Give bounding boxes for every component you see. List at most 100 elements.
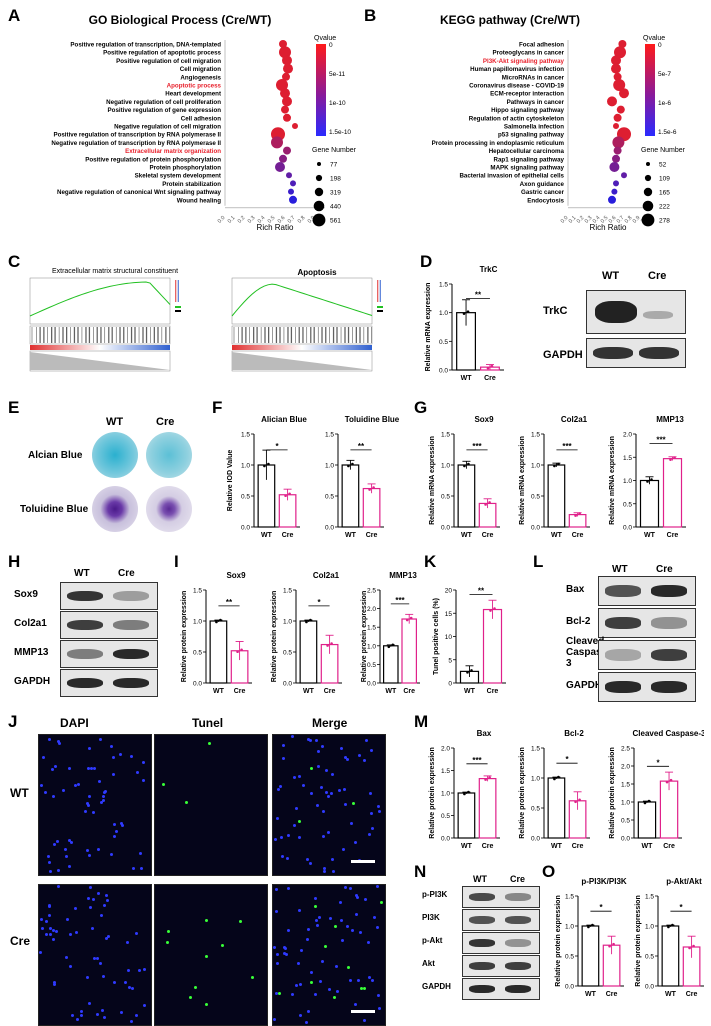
dapi-nucleus [47,737,51,741]
term-label: Wound healing [177,197,221,204]
dapi-nucleus [362,759,366,763]
term-label: Positive regulation of cell migration [116,58,221,65]
blot-d-wt: WT [602,270,620,282]
dapi-nucleus [298,835,302,839]
dapi-nucleus [97,892,101,896]
y-axis-label: Relative mRNA expression [429,436,436,525]
data-point [368,488,371,491]
tunel-positive-cell [352,801,356,805]
dapi-nucleus [87,794,91,798]
dapi-nucleus [48,932,52,936]
term-label: Protein processing in endoplasmic reticu… [432,140,565,147]
blot-row-label: MMP13 [14,647,49,658]
tunel-positive-cell [208,742,212,746]
dapi-nucleus [274,991,278,995]
protein-bcl2-chart: Bcl-2 Relative protein expression 0.0 0.5 1.… [519,729,590,850]
gene-number-label: 109 [659,176,670,183]
mrna-col2a1-chart: Col2a1 Relative mRNA expression 0.0 0.5 1.0 1… [519,415,590,539]
dapi-nucleus [378,810,382,814]
dapi-nucleus [134,1013,138,1017]
data-point [309,618,312,622]
sig-label: ** [358,442,365,451]
dapi-nucleus [276,816,280,820]
micro-row-cre: Cre [10,934,31,948]
blot-row-label: PI3K [422,913,440,922]
blot-n-cre: Cre [510,874,526,884]
term-label: Positive regulation of transcription, DN… [70,42,221,49]
qvalue-tick: 1.5e-6 [658,129,677,136]
blot-row-label: p-PI3K [422,890,448,899]
x-tick-label: Cre [234,688,246,695]
y-tick-label: 0.0 [531,525,540,532]
dapi-nucleus [52,938,56,942]
dapi-nucleus [354,894,358,898]
dapi-nucleus [91,927,95,930]
dapi-nucleus [84,809,88,813]
data-point [489,609,492,612]
bubble-point [618,40,627,48]
dapi-nucleus [322,866,326,870]
dapi-nucleus [54,929,58,933]
bubble-point [616,105,625,114]
mrna-mmp13-chart: MMP13 Relative mRNA expression 0.0 0.5 1.0 1.… [609,415,686,539]
panel-label-k: K [424,552,437,571]
bubble-point [621,172,627,179]
blot-band [113,590,149,602]
qvalue-title: Qvalue [314,35,336,42]
data-point [671,923,674,927]
x-tick-label: 0.2 [576,215,586,225]
gsea-es-box [231,277,373,325]
dapi-nucleus [138,969,142,973]
sig-label: *** [656,435,666,444]
y-tick-label: 0.5 [531,806,540,813]
x-axis-label: Rich Ratio [257,223,294,232]
y-tick-label: 0.0 [325,525,334,532]
tunel-positive-cell [297,820,301,824]
data-point [326,644,329,647]
dapi-nucleus [63,847,67,851]
bubble-point [611,55,621,66]
bar [661,925,680,987]
blot-band [651,649,687,661]
y-tick-label: 1.0 [565,924,574,931]
bar-chart-title: Toluidine Blue [345,415,400,424]
gene-number-dot [315,174,323,182]
alcian-wt-well [92,432,138,478]
x-tick-label: Cre [663,843,675,850]
micro-col-merge: Merge [312,716,348,730]
blot-band [651,681,687,693]
dapi-nucleus [130,754,134,758]
tunel-positive-cell [167,929,171,933]
sig-label: * [275,442,279,451]
dapi-nucleus [134,931,138,935]
y-tick-label: 0.0 [645,984,654,991]
micro-panel-cre-tunel [154,884,268,1026]
dapi-nucleus [115,829,119,833]
gene-number-dot [643,187,653,197]
stain-row-alcian: Alcian Blue [28,450,83,461]
iod-toluidine-chart: Toluidine Blue 0.0 0.5 1.0 1.5 WT Cre ** [325,415,400,539]
x-tick-label: 0.4 [257,215,267,225]
dapi-nucleus [343,886,347,890]
x-tick-label: 0.1 [227,215,237,225]
dapi-nucleus [330,792,334,796]
bubble-point [619,88,629,99]
data-point [669,458,672,461]
dapi-nucleus [370,827,374,831]
stain-row-toluidine: Toluidine Blue [20,504,89,515]
dapi-nucleus [102,798,106,802]
x-tick-label: Cre [606,991,618,998]
y-tick-label: 0.5 [645,954,654,961]
blot-band [605,617,641,629]
protein-bax-chart: Bax Relative protein expression 0.0 0.5 1.0 1… [429,729,500,850]
data-point [647,799,651,803]
blot-band [469,893,495,901]
dapi-nucleus [375,885,379,889]
bubble-point [612,154,620,163]
dapi-nucleus [276,952,280,956]
y-tick-label: 1.5 [439,282,448,289]
term-label: Protein stabilization [162,181,221,188]
gene-number-dot [312,213,326,227]
tunel-positive-cell [251,976,255,980]
